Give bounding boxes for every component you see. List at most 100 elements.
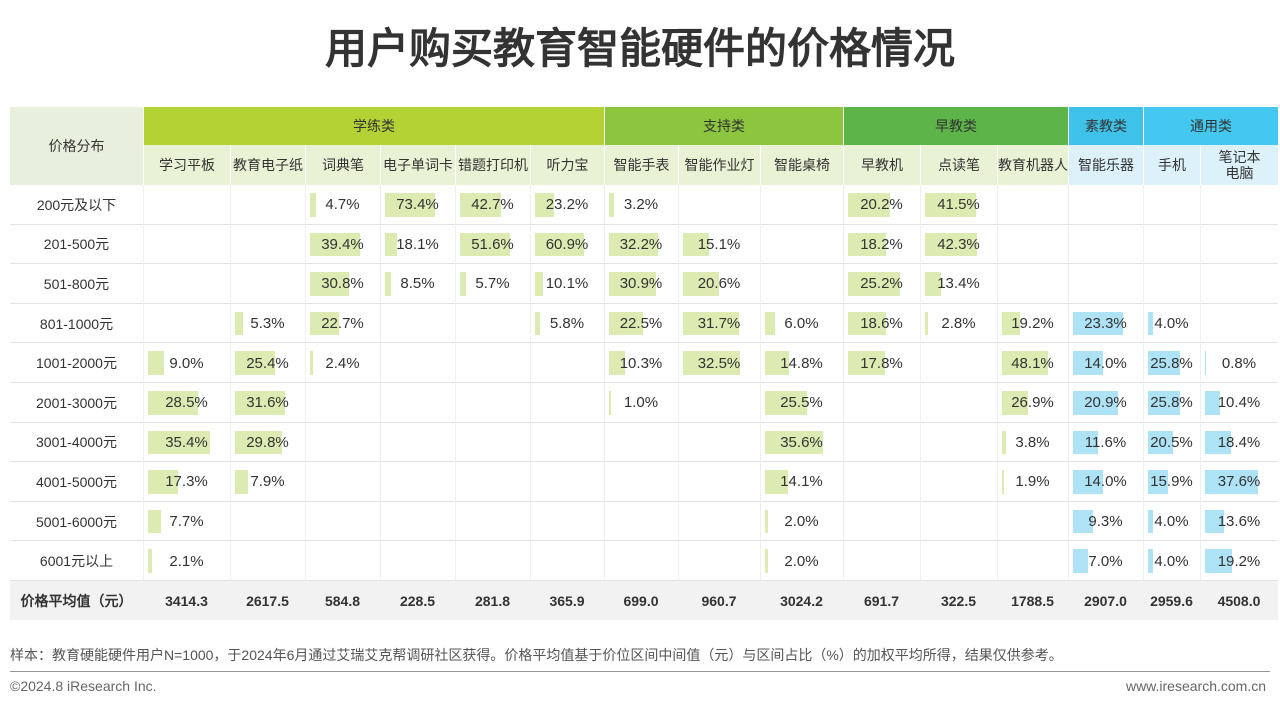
data-bar <box>535 311 540 336</box>
cell-divider <box>843 343 844 383</box>
cell-divider <box>843 224 844 265</box>
column-label: 笔记本电脑 <box>1218 149 1261 181</box>
row-label: 1001-2000元 <box>36 355 117 372</box>
cell-divider <box>1200 224 1201 265</box>
cell-divider <box>1200 264 1201 304</box>
data-bar <box>1073 391 1118 415</box>
cell-divider <box>997 383 998 423</box>
row-line <box>10 580 1278 581</box>
average-value: 281.8 <box>474 592 511 609</box>
cell-divider <box>1068 462 1069 502</box>
cell-divider <box>143 224 144 265</box>
cell-value: 13.6% <box>1217 513 1261 531</box>
cell-divider <box>230 541 231 581</box>
cell-divider <box>305 383 306 423</box>
cell-divider <box>305 224 306 265</box>
average-value: 322.5 <box>940 592 977 609</box>
average-value: 691.7 <box>863 592 900 609</box>
group-header: 早教类 <box>843 107 1068 145</box>
cell-value: 2.4% <box>325 354 360 372</box>
cell-divider <box>230 264 231 304</box>
cell-divider <box>455 501 456 542</box>
cell-divider <box>604 541 605 581</box>
data-bar <box>235 311 244 336</box>
cell-divider <box>997 541 998 581</box>
cell-divider <box>760 501 761 542</box>
cell-divider <box>997 224 998 265</box>
cell-divider <box>997 303 998 344</box>
cell-divider <box>305 462 306 502</box>
cell-value: 25.4% <box>246 354 289 372</box>
column-header: 智能桌椅 <box>760 145 843 185</box>
cell-value: 20.6% <box>697 275 741 293</box>
data-bar <box>848 351 885 375</box>
cell-divider <box>143 422 144 463</box>
cell-value: 26.9% <box>1011 394 1054 412</box>
cell-divider <box>530 264 531 304</box>
data-bar <box>1073 311 1123 336</box>
data-bar <box>1205 509 1225 534</box>
cell-divider <box>230 422 231 463</box>
cell-divider <box>1143 501 1144 542</box>
data-bar <box>925 311 929 336</box>
cell-value: 4.0% <box>1154 315 1189 333</box>
cell-divider <box>843 501 844 542</box>
cell-divider <box>230 343 231 383</box>
row-label: 3001-4000元 <box>36 434 117 451</box>
data-bar <box>609 351 625 375</box>
cell-divider <box>143 303 144 344</box>
copyright: ©2024.8 iResearch Inc. <box>10 678 157 694</box>
row-label: 801-1000元 <box>39 315 114 332</box>
cell-value: 37.6% <box>1217 473 1261 491</box>
cell-divider <box>920 462 921 502</box>
data-bar <box>765 391 807 415</box>
data-bar <box>148 509 162 534</box>
row-line <box>10 500 1278 502</box>
column-header: 点读笔 <box>920 145 997 185</box>
data-bar <box>683 311 739 336</box>
cell-value: 41.5% <box>937 196 980 214</box>
cell-divider <box>1068 422 1069 463</box>
cell-value: 9.3% <box>1088 513 1123 531</box>
cell-divider <box>997 343 998 383</box>
cell-divider <box>678 264 679 304</box>
column-header: 教育机器人 <box>997 145 1068 185</box>
cell-divider <box>455 422 456 463</box>
data-bar <box>1073 430 1098 455</box>
data-bar <box>235 391 285 415</box>
cell-value: 6.0% <box>784 315 819 333</box>
data-bar <box>460 232 510 257</box>
cell-value: 5.3% <box>250 315 285 333</box>
row-label: 2001-3000元 <box>36 394 117 411</box>
cell-divider <box>678 343 679 383</box>
row-line <box>10 421 1278 423</box>
cell-value: 15.1% <box>697 235 741 253</box>
row-label: 501-800元 <box>43 275 110 292</box>
column-header: 教育电子纸 <box>230 145 305 185</box>
cell-divider <box>530 343 531 383</box>
cell-divider <box>604 303 605 344</box>
data-bar <box>148 430 210 455</box>
cell-value: 2.0% <box>784 513 819 531</box>
data-bar <box>765 351 790 375</box>
cell-value: 17.8% <box>860 354 903 372</box>
cell-divider <box>380 185 381 225</box>
cell-divider <box>230 185 231 225</box>
row-line <box>10 540 1278 542</box>
cell-divider <box>1068 224 1069 265</box>
data-bar <box>1205 351 1207 375</box>
cell-value: 23.3% <box>1084 315 1127 333</box>
data-bar <box>765 430 823 455</box>
column-header: 智能作业灯 <box>678 145 760 185</box>
data-bar <box>925 193 977 217</box>
data-bar <box>683 351 740 375</box>
average-value: 2907.0 <box>1084 592 1127 609</box>
data-bar <box>1205 391 1220 415</box>
cell-divider <box>1143 264 1144 304</box>
cell-value: 42.7% <box>471 196 514 214</box>
cell-value: 17.3% <box>165 473 208 491</box>
cell-divider <box>1068 264 1069 304</box>
cell-divider <box>997 185 998 225</box>
cell-value: 11.6% <box>1084 433 1127 451</box>
cell-value: 14.1% <box>780 473 823 491</box>
